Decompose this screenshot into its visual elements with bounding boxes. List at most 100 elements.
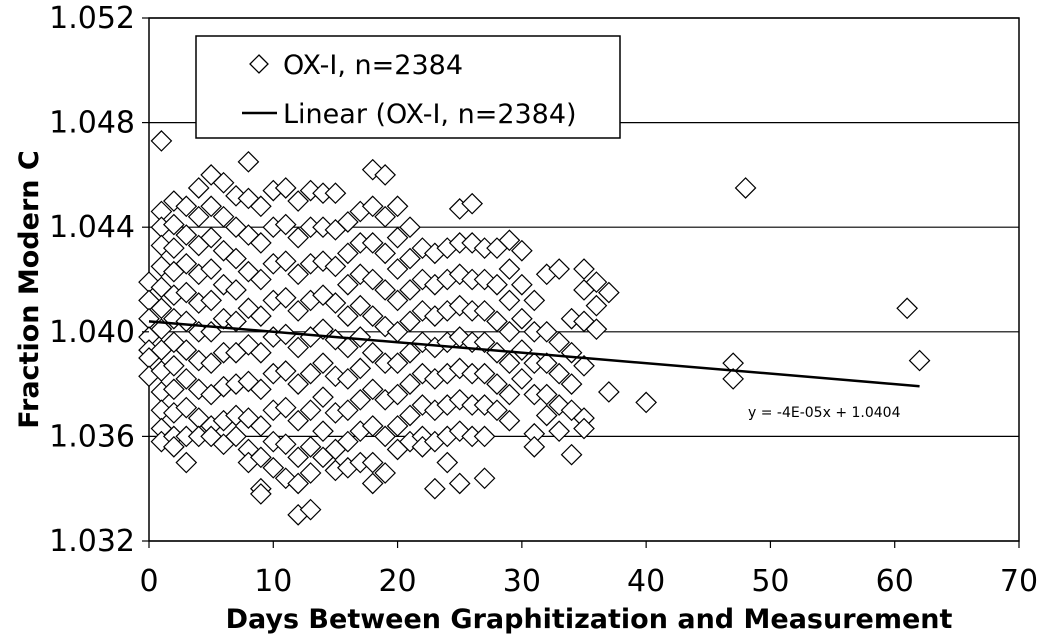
- data-point-212: [411, 268, 434, 291]
- data-point-59: [200, 352, 222, 375]
- data-point-144: [312, 352, 334, 375]
- data-point-54: [200, 195, 222, 218]
- data-point-216: [411, 394, 434, 416]
- data-point-150: [324, 255, 347, 278]
- data-point-38: [175, 339, 198, 361]
- data-point-75: [225, 279, 247, 301]
- data-point-36: [175, 281, 198, 304]
- data-point-62: [200, 425, 222, 448]
- data-point-291: [548, 362, 570, 385]
- data-point-271: [498, 383, 521, 406]
- data-point-293: [548, 420, 570, 443]
- data-point-34: [175, 224, 198, 246]
- data-point-113: [274, 286, 297, 309]
- data-point-40: [175, 396, 198, 419]
- data-point-86: [237, 334, 260, 356]
- data-point-290: [548, 331, 570, 354]
- data-point-178: [361, 268, 384, 291]
- y-tick-label-3: 1.044: [49, 210, 135, 245]
- data-point-91: [250, 195, 272, 218]
- legend-entry-series: OX-I, n=2384: [283, 50, 463, 81]
- data-point-39: [175, 368, 198, 390]
- data-point-98: [250, 446, 272, 469]
- data-point-208: [399, 373, 421, 395]
- legend-diamond-marker: [249, 54, 269, 74]
- data-point-115: [274, 360, 297, 382]
- data-point-37: [175, 310, 198, 333]
- data-point-7: [150, 130, 173, 152]
- data-point-35: [175, 252, 198, 275]
- data-point-206: [399, 310, 421, 333]
- x-tick-label-3: 30: [503, 564, 541, 599]
- x-tick-label-6: 60: [876, 564, 914, 599]
- data-point-95: [250, 341, 272, 364]
- data-point-43: [187, 177, 210, 199]
- data-point-254: [473, 300, 496, 322]
- data-point-33: [175, 195, 198, 218]
- y-tick-label-5: 1.052: [49, 1, 135, 36]
- data-point-53: [200, 164, 222, 186]
- data-point-80: [225, 425, 247, 448]
- data-point-309: [598, 381, 620, 403]
- data-point-84: [237, 260, 260, 283]
- data-point-109: [262, 456, 285, 479]
- data-point-153: [324, 365, 347, 388]
- data-point-185: [374, 164, 396, 186]
- data-point-163: [337, 399, 359, 422]
- data-point-186: [374, 205, 396, 228]
- data-point-187: [374, 242, 396, 265]
- data-point-11: [150, 255, 173, 278]
- y-axis-title: Fraction Modern C: [14, 150, 45, 428]
- data-point-119: [287, 190, 309, 212]
- data-point-96: [250, 378, 272, 401]
- x-tick-label-0: 0: [139, 564, 158, 599]
- data-point-214: [411, 331, 434, 354]
- data-point-277: [511, 368, 533, 390]
- data-point-201: [386, 415, 409, 437]
- data-point-168: [349, 263, 372, 286]
- data-point-32: [163, 436, 185, 458]
- x-tick-label-1: 10: [254, 564, 292, 599]
- data-point-169: [349, 294, 372, 317]
- y-tick-label-1: 1.036: [49, 419, 135, 454]
- data-point-189: [374, 315, 396, 338]
- data-point-76: [225, 310, 247, 333]
- data-point-81: [237, 150, 260, 173]
- data-point-28: [163, 354, 185, 377]
- data-point-120: [287, 226, 309, 249]
- data-point-315: [908, 349, 931, 372]
- legend-entry-trendline: Linear (OX-I, n=2384): [283, 99, 577, 130]
- data-point-145: [312, 386, 334, 409]
- data-point-138: [299, 498, 322, 521]
- data-point-112: [274, 250, 297, 273]
- data-point-267: [498, 258, 521, 280]
- data-point-172: [349, 388, 372, 411]
- data-point-308: [598, 281, 620, 304]
- data-point-162: [337, 368, 359, 390]
- data-point-110: [274, 177, 297, 199]
- data-point-298: [560, 443, 583, 466]
- data-point-42: [175, 451, 198, 474]
- data-point-306: [585, 294, 608, 317]
- data-point-135: [299, 399, 322, 422]
- data-point-188: [374, 279, 396, 301]
- data-point-93: [250, 268, 272, 291]
- data-point-264: [486, 373, 508, 395]
- data-point-302: [573, 354, 595, 377]
- y-tick-label-4: 1.048: [49, 106, 135, 141]
- data-point-121: [287, 263, 309, 286]
- data-point-287: [535, 383, 558, 406]
- data-point-64: [212, 205, 235, 228]
- data-point-88: [237, 407, 260, 429]
- legend: OX-I, n=2384 Linear (OX-I, n=2384): [195, 35, 621, 139]
- data-point-97: [250, 415, 272, 437]
- data-point-213: [411, 300, 434, 322]
- data-point-29: [163, 378, 185, 401]
- data-point-244: [461, 192, 483, 215]
- data-point-204: [399, 247, 421, 270]
- data-point-245: [461, 232, 483, 254]
- data-point-122: [287, 300, 309, 322]
- data-point-183: [361, 451, 384, 474]
